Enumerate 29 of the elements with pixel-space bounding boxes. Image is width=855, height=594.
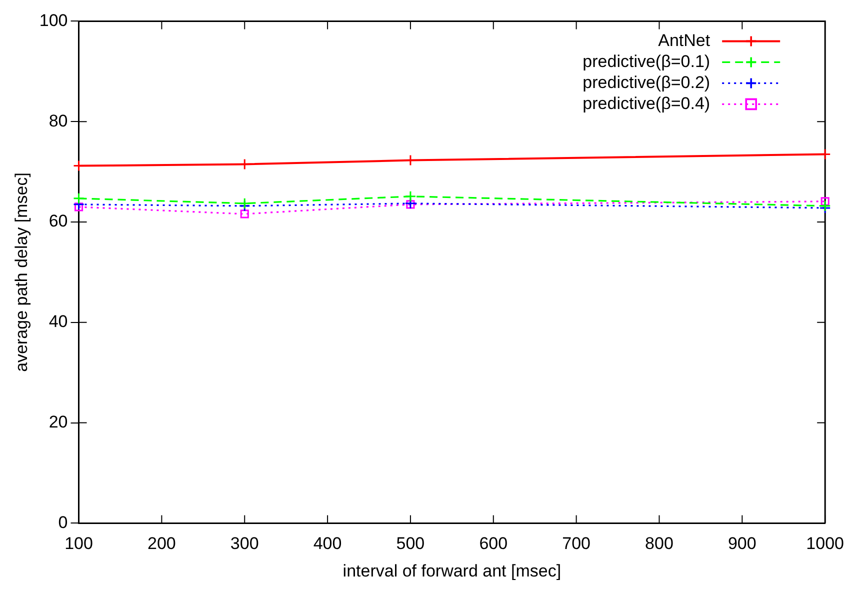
- point: [74, 202, 84, 212]
- legend-label: predictive(β=0.4): [582, 94, 710, 113]
- y-tick-label: 20: [48, 412, 68, 432]
- y-tick-label: 100: [39, 10, 68, 30]
- point: [406, 200, 415, 209]
- x-tick-label: 100: [64, 534, 93, 554]
- x-tick-label: 400: [313, 534, 342, 554]
- point: [404, 190, 416, 202]
- x-axis-title: interval of forward ant [msec]: [342, 561, 562, 580]
- point: [73, 192, 85, 204]
- legend-label: AntNet: [658, 30, 710, 50]
- y-tick-label: 40: [48, 312, 68, 332]
- point: [820, 197, 830, 206]
- x-tick-label: 800: [645, 534, 674, 554]
- y-tick-label: 80: [48, 111, 68, 130]
- y-tick-label: 0: [58, 512, 68, 532]
- legend-label: predictive(β=0.2): [582, 72, 710, 92]
- legend-label: predictive(β=0.1): [582, 52, 710, 71]
- x-tick-label: 600: [479, 534, 508, 554]
- x-tick-label: 700: [562, 534, 591, 554]
- y-tick-label: 60: [48, 212, 68, 231]
- x-tick-label: 500: [396, 534, 425, 554]
- x-tick-label: 200: [148, 534, 176, 554]
- x-tick-label: 1000: [806, 534, 844, 554]
- y-axis-title: average path delay [msec]: [12, 172, 31, 372]
- point: [238, 198, 250, 210]
- x-tick-label: 300: [230, 534, 259, 554]
- x-tick-label: 900: [728, 534, 756, 554]
- point: [240, 210, 249, 218]
